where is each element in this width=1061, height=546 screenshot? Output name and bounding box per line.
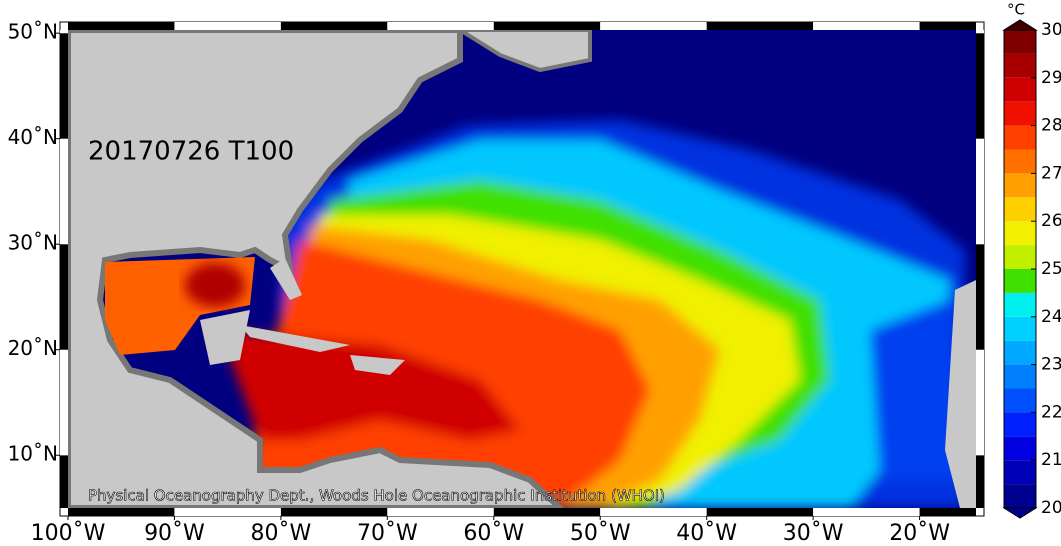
x-tick-label: 90˚W — [144, 521, 205, 546]
colorbar-tick-label: 21 — [1041, 450, 1061, 470]
colorbar-swatch — [1004, 101, 1036, 126]
frame-bar — [60, 455, 68, 508]
colorbar-unit: °C — [1007, 1, 1025, 19]
colorbar-swatch — [1004, 173, 1036, 198]
frame-bar — [706, 22, 814, 30]
colorbar-swatch — [1004, 460, 1036, 485]
frame-bar — [706, 508, 814, 516]
colorbar-swatch — [1004, 221, 1036, 246]
colorbar-tick-label: 23 — [1041, 355, 1061, 375]
frame-bar — [60, 33, 68, 139]
x-tick-label: 50˚W — [570, 521, 631, 546]
frame-bar — [174, 508, 281, 516]
colorbar-tick-label: 28 — [1041, 116, 1061, 136]
colorbar-high — [1002, 19, 1038, 31]
colorbar-tick-label: 26 — [1041, 211, 1061, 231]
colorbar-swatch — [1004, 292, 1036, 317]
y-tick-label: 50˚N — [8, 20, 58, 44]
frame-bar — [60, 138, 68, 245]
frame-bar — [600, 22, 707, 30]
frame-bar — [813, 508, 920, 516]
frame-bar — [976, 455, 984, 508]
frame-bar — [174, 22, 281, 30]
x-tick-label: 70˚W — [357, 521, 418, 546]
sst-field — [68, 30, 976, 508]
frame-bar — [60, 244, 68, 350]
map-frame — [59, 21, 985, 517]
frame-bar — [976, 349, 984, 456]
colorbar-swatch — [1004, 197, 1036, 222]
colorbar-low — [1002, 507, 1038, 519]
frame-bar — [976, 244, 984, 350]
frame-bar — [280, 508, 388, 516]
x-tick-label: 80˚W — [251, 521, 312, 546]
colorbar-swatch — [1004, 77, 1036, 102]
x-tick-label: 60˚W — [463, 521, 524, 546]
x-tick-label: 100˚W — [31, 521, 106, 546]
colorbar-swatch — [1004, 125, 1036, 150]
y-tick-label: 30˚N — [8, 231, 58, 255]
colorbar-swatch — [1004, 149, 1036, 174]
colorbar-tick-label: 29 — [1041, 68, 1061, 88]
y-tick-label: 40˚N — [8, 125, 58, 149]
colorbar-swatch — [1004, 245, 1036, 269]
frame-bar — [919, 508, 976, 516]
colorbar-swatch — [1004, 412, 1036, 437]
colorbar-swatch — [1004, 30, 1036, 54]
frame-bar — [68, 508, 175, 516]
frame-bar — [919, 22, 976, 30]
colorbar-tick-label: 24 — [1041, 307, 1061, 327]
colorbar-swatch — [1004, 316, 1036, 341]
frame-bar — [493, 508, 601, 516]
colorbar-swatch — [1004, 484, 1036, 508]
colorbar-swatch — [1004, 388, 1036, 413]
frame-bar — [68, 22, 175, 30]
x-tick-label: 40˚W — [676, 521, 737, 546]
colorbar-swatch — [1004, 436, 1036, 461]
frame-bar — [976, 33, 984, 139]
x-tick-label: 20˚W — [889, 521, 950, 546]
colorbar-tick-label: 30 — [1041, 20, 1061, 40]
colorbar-tick-label: 22 — [1041, 402, 1061, 422]
frame-bar — [60, 349, 68, 456]
colorbar-swatch — [1004, 269, 1036, 293]
colorbar-swatch — [1004, 53, 1036, 78]
frame-bar — [387, 508, 494, 516]
colorbar-swatch — [1004, 340, 1036, 365]
colorbar-tick-label: 25 — [1041, 259, 1061, 279]
y-tick-label: 20˚N — [8, 336, 58, 360]
frame-bar — [976, 30, 984, 34]
y-tick-label: 10˚N — [8, 442, 58, 466]
date-label: 20170726 T100 — [88, 137, 294, 167]
colorbar-tick-label: 27 — [1041, 163, 1061, 183]
x-tick-label: 30˚W — [783, 521, 844, 546]
frame-bar — [493, 22, 601, 30]
frame-bar — [976, 138, 984, 245]
colorbar-swatch — [1004, 364, 1036, 389]
frame-bar — [387, 22, 494, 30]
frame-bar — [60, 30, 68, 34]
frame-bar — [280, 22, 388, 30]
colorbar-tick-label: 20 — [1041, 498, 1061, 518]
frame-bar — [600, 508, 707, 516]
frame-bar — [813, 22, 920, 30]
credit: Physical Oceanography Dept., Woods Hole … — [88, 487, 665, 505]
